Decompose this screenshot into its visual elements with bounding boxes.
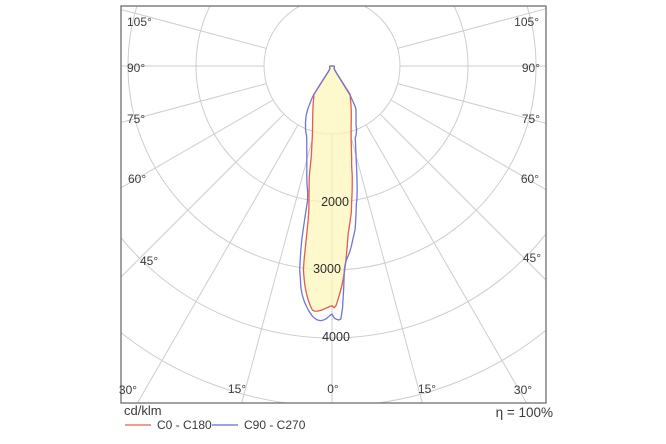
ring-value-label: 4000 [322, 330, 350, 344]
angle-tick-label: 90° [522, 61, 540, 75]
angle-tick-label: 30° [119, 383, 137, 397]
polar-radial-line [397, 8, 546, 49]
angle-tick-label: 15° [228, 382, 246, 396]
polar-radial-line [121, 83, 267, 124]
chart-border [120, 5, 547, 404]
c90-c270-line-swatch [212, 424, 238, 426]
polar-radial-line [121, 113, 285, 278]
angle-tick-label: 75° [522, 112, 540, 126]
angle-tick-label: 30° [514, 383, 532, 397]
beam-fill [303, 66, 353, 312]
polar-radial-line [241, 131, 315, 403]
angle-tick-label: 105° [514, 15, 539, 29]
curve-c90-c270 [299, 65, 358, 322]
polar-radial-line [397, 83, 546, 124]
angle-tick-label: 60° [128, 172, 146, 186]
angle-tick-label: 45° [523, 251, 541, 265]
efficiency-label: η = 100% [495, 405, 553, 420]
legend-label-c0-c180: C0 - C180 [157, 418, 212, 432]
angle-tick-label: 75° [127, 112, 145, 126]
polar-radial-line [136, 124, 299, 403]
c0-c180-line-swatch [125, 424, 151, 426]
units-label: cd/klm [124, 403, 162, 418]
angle-tick-label: 15° [418, 382, 436, 396]
legend-item-c90-c270: C90 - C270 [212, 418, 305, 432]
angle-tick-label: 60° [521, 172, 539, 186]
angle-tick-label: 105° [127, 15, 152, 29]
ring-value-label: 2000 [321, 195, 349, 209]
polar-radial-line [349, 131, 423, 403]
polar-radial-line [121, 8, 267, 49]
curve-c0-c180 [302, 65, 353, 312]
legend-item-c0-c180: C0 - C180 [125, 418, 212, 432]
polar-radial-line [390, 99, 546, 191]
polar-radial-line [365, 124, 528, 403]
angle-tick-label: 0° [327, 382, 339, 396]
polar-radial-line [121, 99, 274, 189]
angle-tick-label: 90° [127, 61, 145, 75]
polar-radial-line [379, 113, 546, 281]
legend-label-c90-c270: C90 - C270 [244, 418, 306, 432]
ring-value-label: 3000 [313, 262, 341, 276]
angle-tick-label: 45° [140, 254, 158, 268]
